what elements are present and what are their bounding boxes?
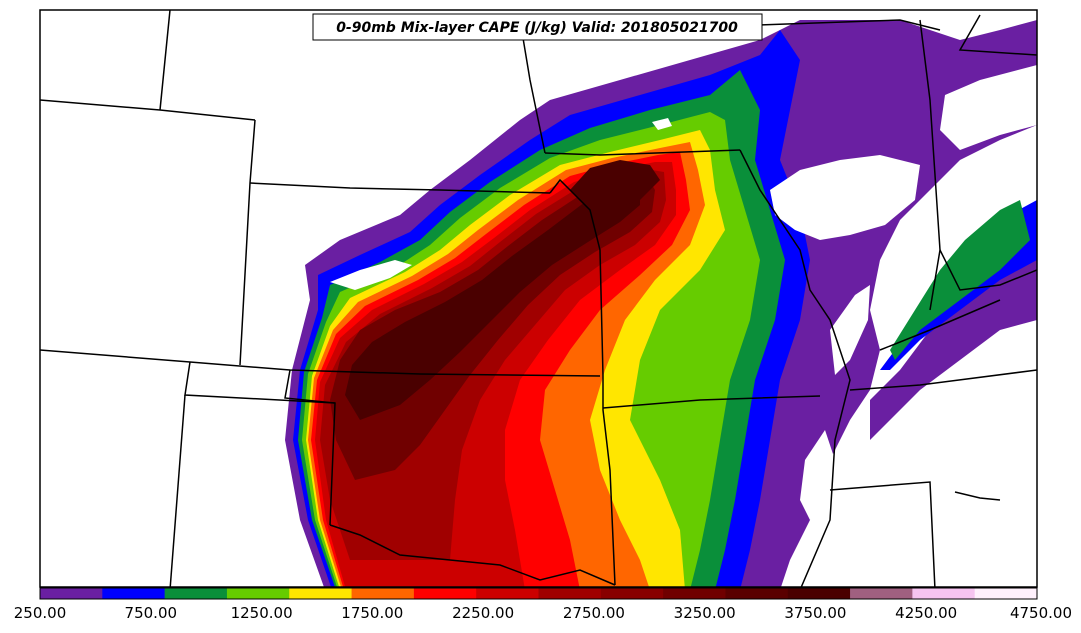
cape-contours <box>285 20 1037 587</box>
stable-gap-southeast <box>830 460 1037 587</box>
colorbar-tick-labels: 250.00 750.00 1250.00 1750.00 2250.00 2750.00… <box>14 604 1072 622</box>
colorbar-segment <box>600 588 664 599</box>
colorbar-tick-label: 750.00 <box>125 604 178 622</box>
colorbar-tick-label: 3250.00 <box>674 604 736 622</box>
colorbar-segment <box>164 588 228 599</box>
colorbar-segment <box>40 588 103 599</box>
state-line-illinois-indiana <box>919 19 941 311</box>
colorbar-segment <box>289 588 353 599</box>
contour-250-east <box>870 250 1037 440</box>
colorbar-tick-label: 1750.00 <box>341 604 403 622</box>
colorbar-segment <box>725 588 789 599</box>
state-line-iowa-missouri <box>544 149 741 156</box>
state-line-kentucky <box>879 299 1001 351</box>
colorbar-tick-label: 2750.00 <box>563 604 625 622</box>
stable-gap-tennessee <box>830 285 870 375</box>
map-frame <box>39 9 1038 588</box>
stable-gap-lake <box>652 118 672 130</box>
state-line-alabama <box>829 481 936 587</box>
title-box: 0-90mb Mix-layer CAPE (J/kg) Valid: 2018… <box>312 13 763 41</box>
colorbar-segment <box>102 588 166 599</box>
colorbar-segment <box>663 588 727 599</box>
contour-1250-east <box>890 200 1030 360</box>
state-line-missouri-arkansas <box>602 395 821 409</box>
state-line-nebraska-north <box>249 182 551 194</box>
colorbar-tick-label: 250.00 <box>14 604 67 622</box>
colorbar-segment <box>974 588 1038 599</box>
colorbar-segment <box>351 588 415 599</box>
colorbar-frame <box>39 587 1038 600</box>
stable-gap-colorado <box>330 260 412 290</box>
colorbar-segment <box>413 588 477 599</box>
state-line-new-mexico-east <box>169 394 186 587</box>
state-line-nd-sd <box>159 10 171 111</box>
colorbar-segment <box>476 588 540 599</box>
coast-gulf <box>954 491 1001 501</box>
colorbar-tick-label: 4250.00 <box>895 604 957 622</box>
colorbar-tick-label: 1250.00 <box>231 604 293 622</box>
state-line-tennessee <box>849 369 1037 391</box>
title-background <box>312 13 763 41</box>
contour-darkest-core <box>345 188 640 420</box>
state-line-oklahoma-panhandle <box>284 369 336 526</box>
state-line-kansas-missouri <box>549 178 616 586</box>
contour-maroon <box>330 178 655 480</box>
map-title: 0-90mb Mix-layer CAPE (J/kg) Valid: 2018… <box>336 20 738 36</box>
state-line-ohio-river <box>939 249 1037 291</box>
state-line-michigan <box>958 14 1037 56</box>
colorbar-segment <box>787 588 851 599</box>
state-line-mississippi-river <box>739 149 851 587</box>
colorbar <box>39 587 1038 600</box>
state-line-wisconsin-upper <box>759 19 941 31</box>
colorbar-segment <box>850 588 913 599</box>
stable-gap-illinois <box>770 155 920 240</box>
stable-gap-ohio <box>940 65 1037 150</box>
stable-gap-mississippi <box>800 430 835 520</box>
colorbar-tick-label: 4750.00 <box>1010 604 1072 622</box>
colorbar-segment <box>912 588 976 599</box>
colorbar-segment <box>226 588 290 599</box>
colorbar-segment <box>538 588 602 599</box>
state-line-red-river <box>329 524 616 586</box>
contour-darkest-north <box>570 160 660 210</box>
state-boundaries <box>40 10 1037 587</box>
contour-deeper <box>320 170 666 560</box>
colorbar-tick-label: 3750.00 <box>784 604 846 622</box>
colorbar-tick-label: 2250.00 <box>452 604 514 622</box>
